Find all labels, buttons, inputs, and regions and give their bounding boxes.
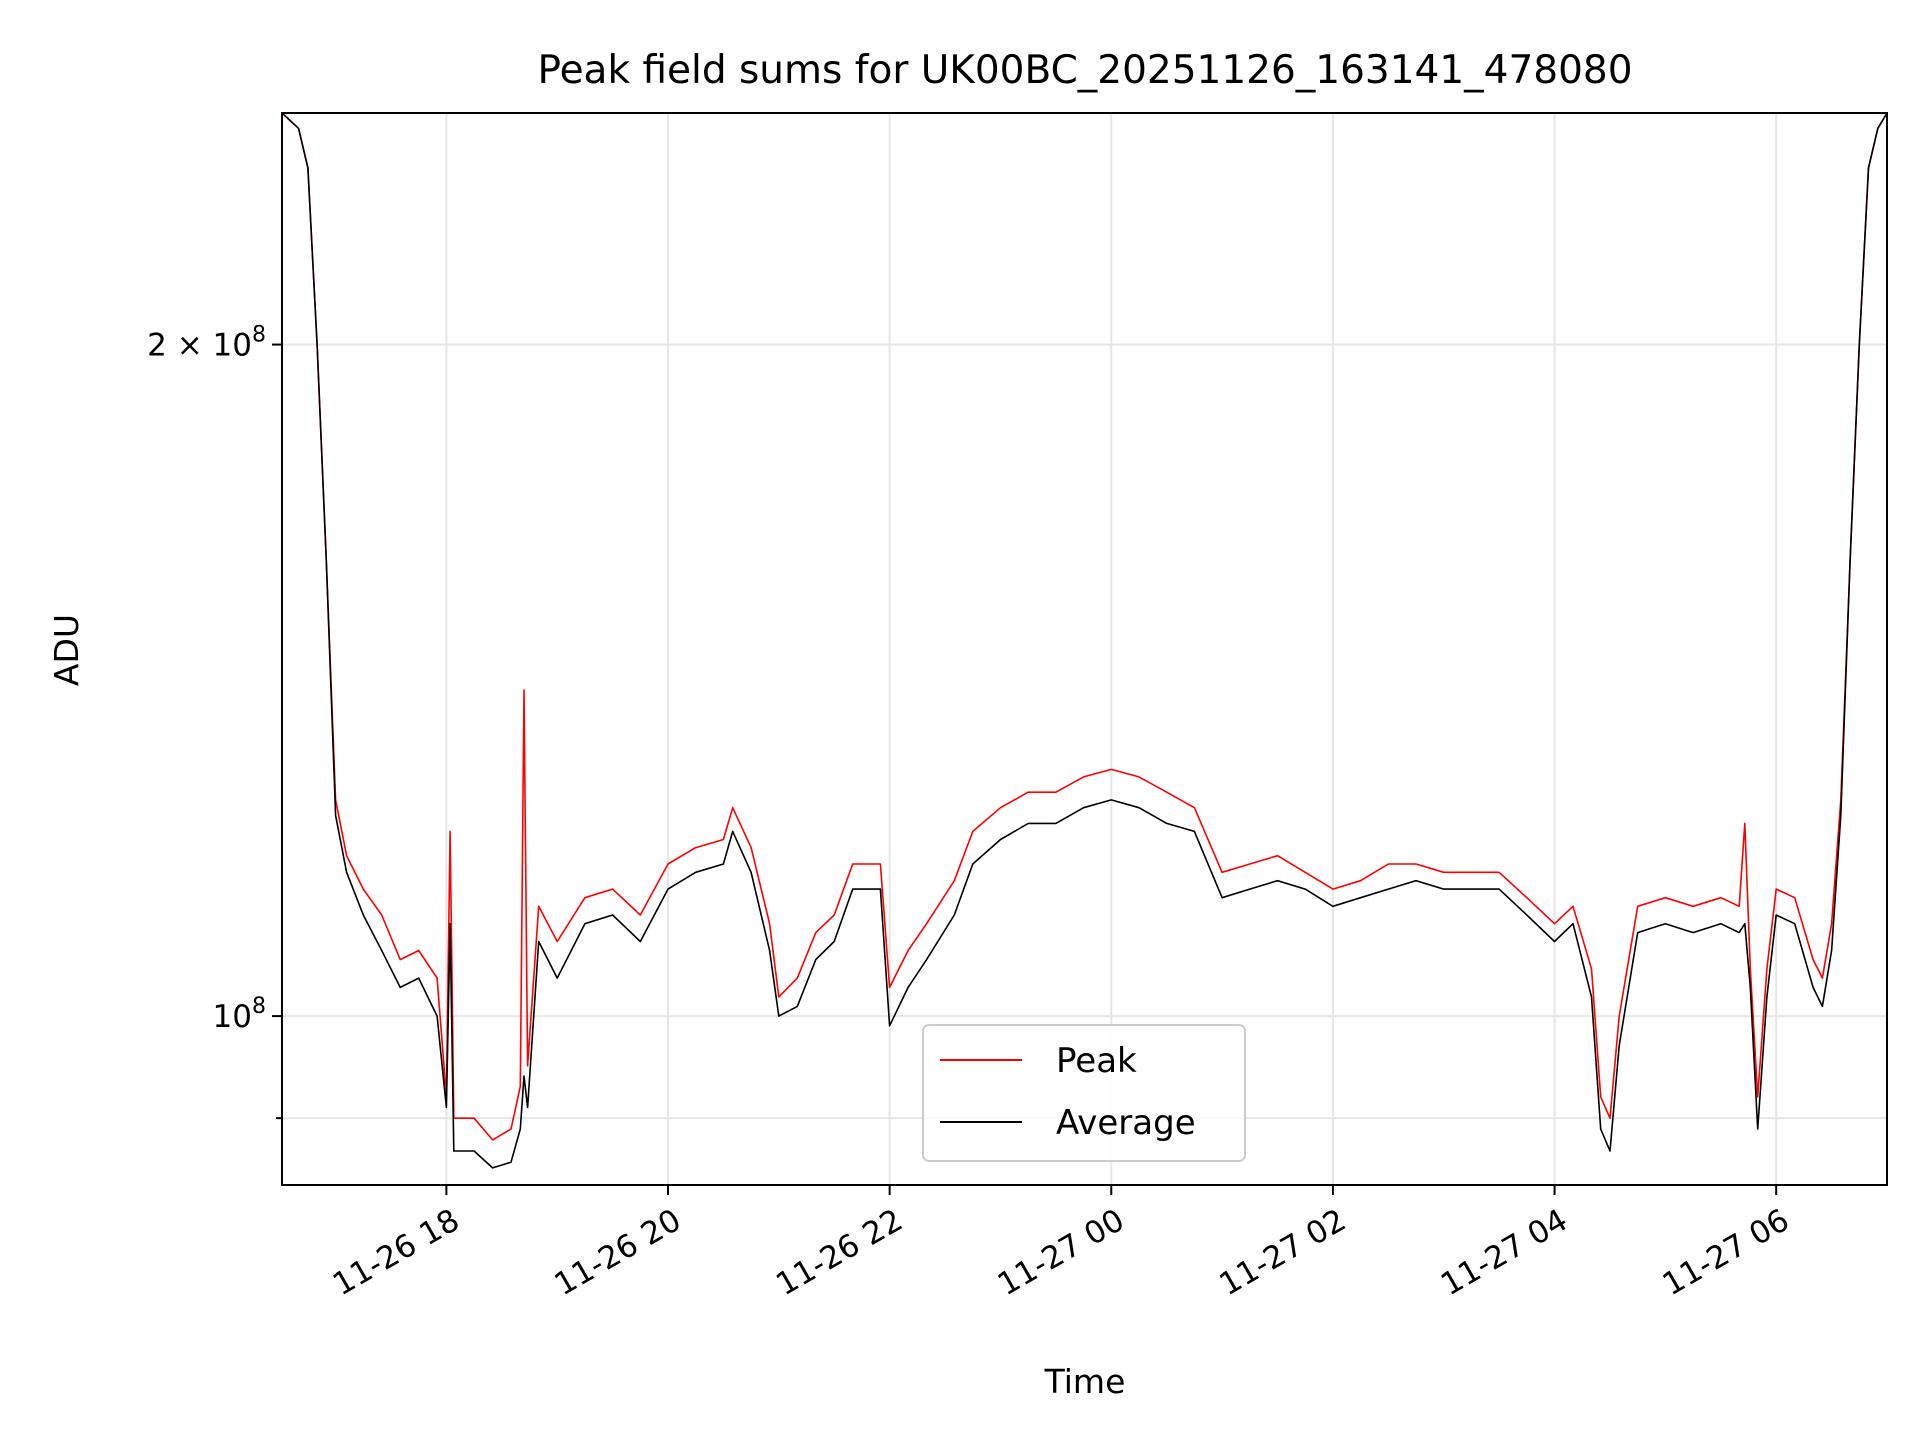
series-line-average — [281, 112, 1888, 1169]
x-axis-label: Time — [1044, 1362, 1126, 1401]
y-axis: 2 × 108 108 — [147, 323, 282, 1120]
y-tick-label: 2 × 108 — [147, 323, 266, 364]
legend: Peak Average — [922, 1024, 1246, 1162]
legend-label-average: Average — [1056, 1103, 1196, 1143]
y-tick-label: 108 — [213, 994, 266, 1035]
plot-area-frame — [281, 112, 1888, 1186]
y-axis-label: ADU — [47, 614, 86, 686]
legend-label-peak: Peak — [1056, 1041, 1137, 1081]
series-layer — [281, 112, 1888, 1169]
series-line-peak — [281, 112, 1888, 1141]
chart-title: Peak field sums for UK00BC_20251126_1631… — [537, 48, 1632, 93]
